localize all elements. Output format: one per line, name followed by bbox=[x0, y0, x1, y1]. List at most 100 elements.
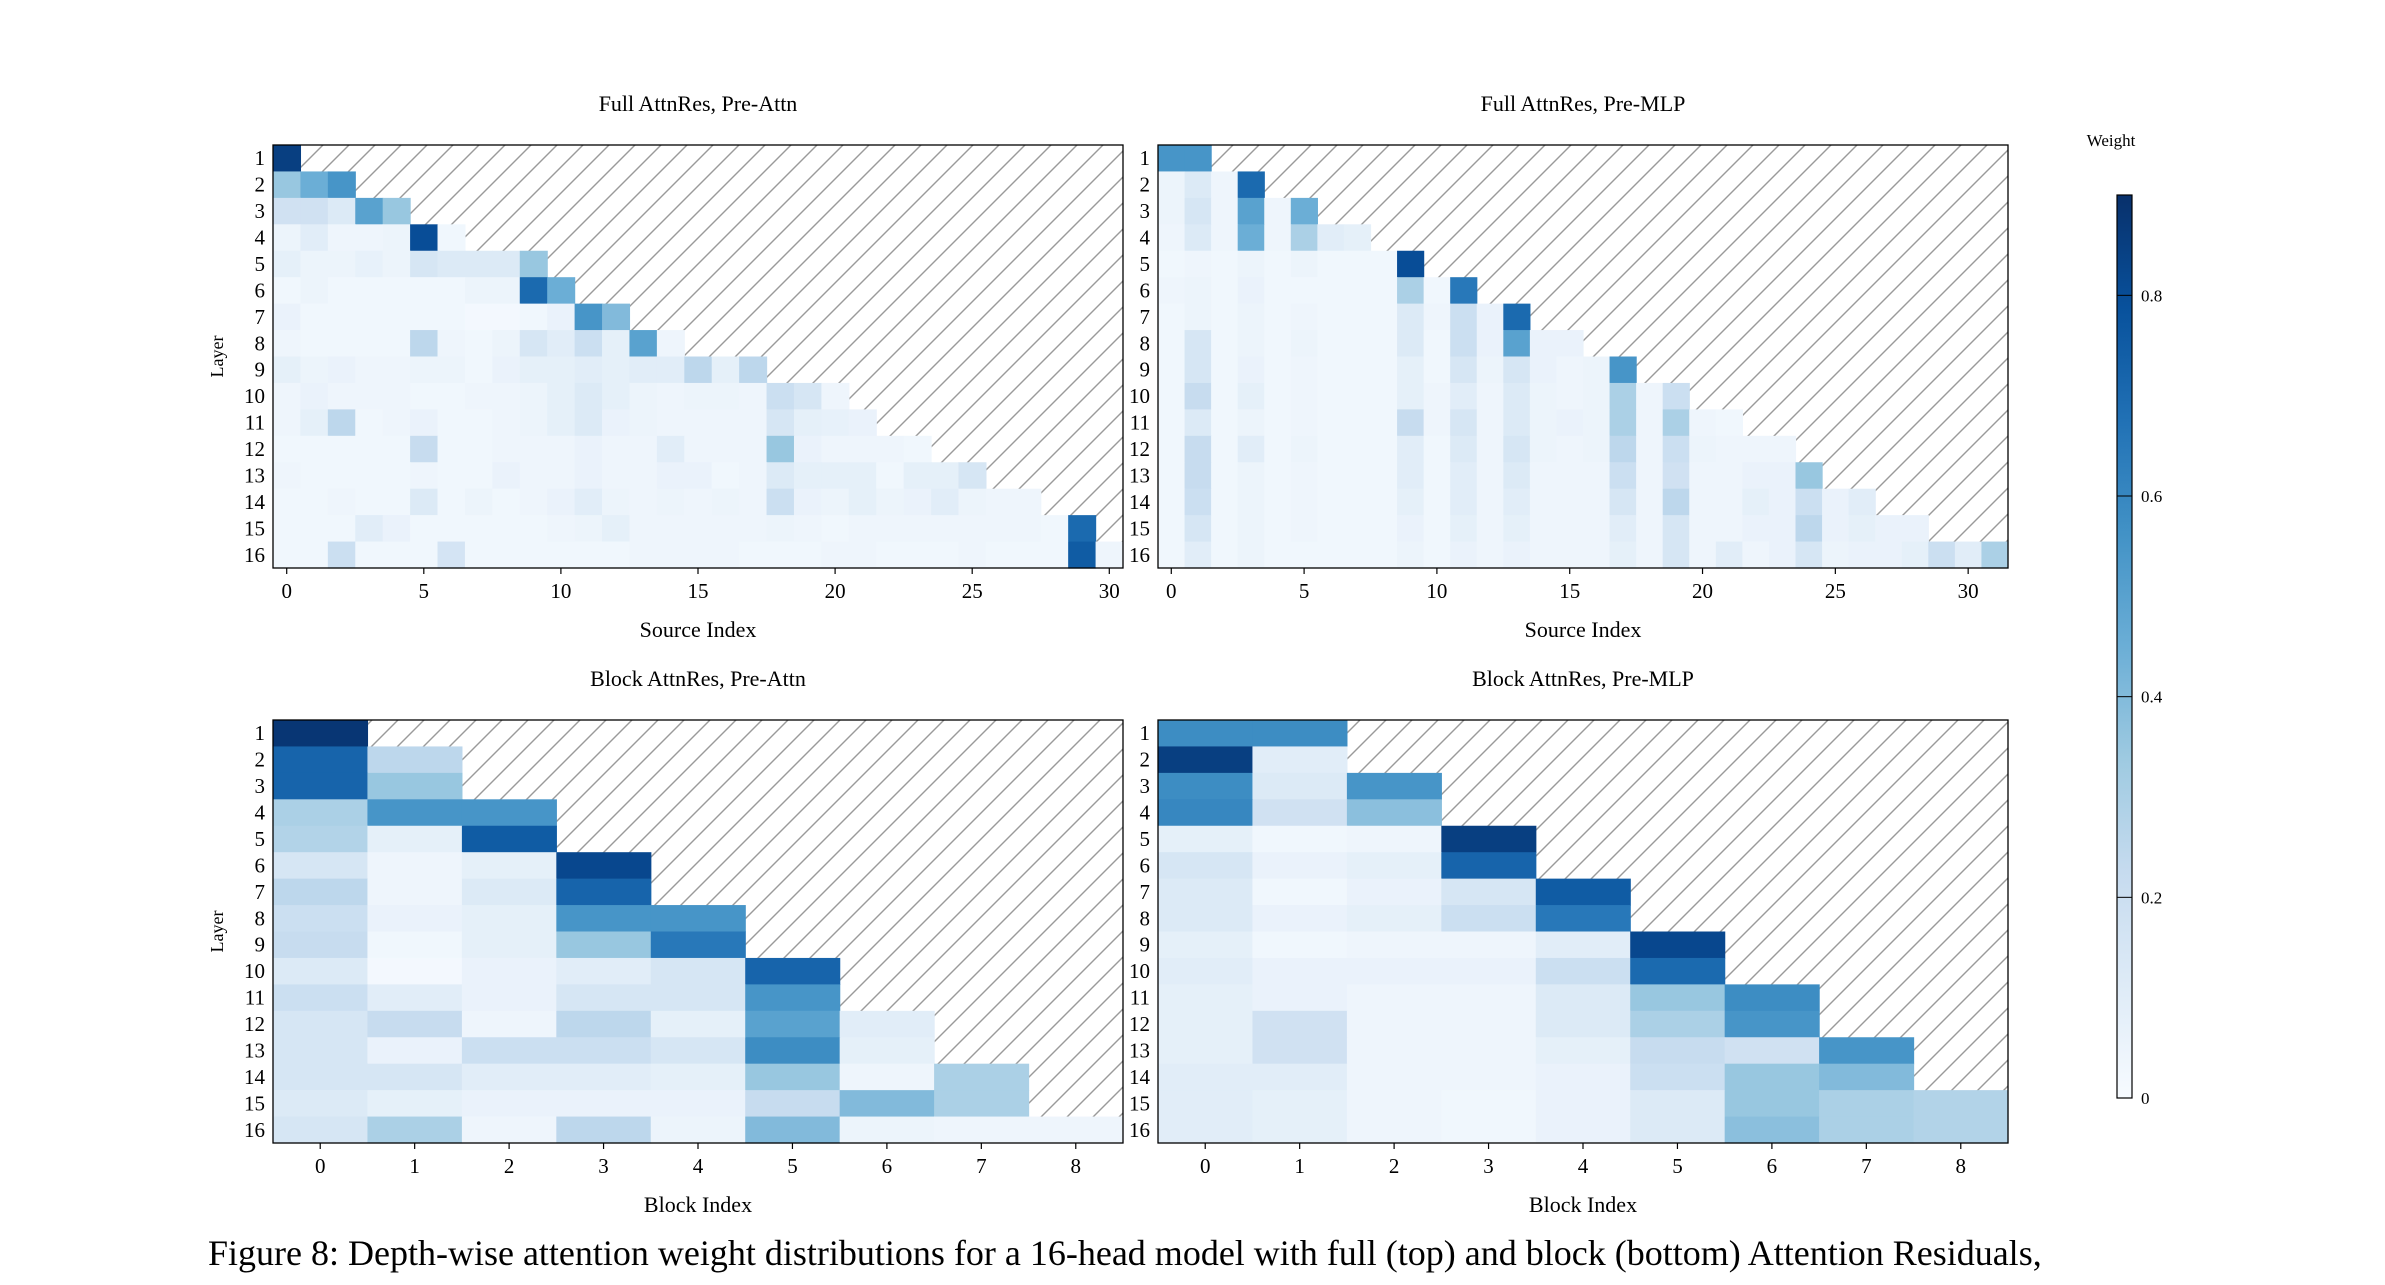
y-tick-label: 6 bbox=[1140, 853, 1151, 877]
heatmap-cell bbox=[1264, 197, 1292, 225]
heatmap-cell bbox=[492, 303, 521, 331]
heatmap-cell bbox=[519, 515, 548, 543]
heatmap-cell bbox=[574, 515, 603, 543]
heatmap-cell bbox=[1158, 171, 1186, 199]
heatmap-cell bbox=[1211, 171, 1239, 199]
heatmap-cell bbox=[574, 435, 603, 463]
heatmap-cell bbox=[367, 799, 463, 827]
heatmap-cell bbox=[1503, 409, 1531, 437]
x-tick-label: 2 bbox=[504, 1154, 515, 1178]
heatmap-cell bbox=[1158, 1037, 1254, 1065]
heatmap-cell bbox=[1901, 515, 1929, 543]
heatmap-cell bbox=[1370, 250, 1398, 278]
x-tick-label: 5 bbox=[1672, 1154, 1683, 1178]
heatmap-cell bbox=[1290, 277, 1318, 305]
heatmap-cell bbox=[355, 462, 384, 490]
y-tick-label: 7 bbox=[1140, 305, 1151, 329]
heatmap-cell bbox=[793, 382, 822, 410]
panel-title: Full AttnRes, Pre-Attn bbox=[599, 91, 798, 116]
heatmap-cell bbox=[650, 931, 746, 959]
x-tick-label: 7 bbox=[976, 1154, 987, 1178]
heatmap-cell bbox=[1441, 825, 1537, 853]
heatmap-cell bbox=[1724, 1063, 1820, 1091]
heatmap-cell bbox=[1441, 878, 1537, 906]
heatmap-cell bbox=[1450, 409, 1478, 437]
heatmap-cell bbox=[1237, 171, 1265, 199]
heatmap-cell bbox=[1158, 224, 1186, 252]
heatmap-cell bbox=[382, 356, 411, 384]
heatmap-cell bbox=[1237, 382, 1265, 410]
y-tick-label: 13 bbox=[1129, 1038, 1150, 1062]
heatmap-cell bbox=[1423, 277, 1451, 305]
heatmap-cell bbox=[1370, 356, 1398, 384]
heatmap-cell bbox=[876, 541, 905, 569]
heatmap-cell bbox=[739, 462, 768, 490]
heatmap-cell bbox=[1529, 435, 1558, 463]
heatmap-cell bbox=[300, 303, 329, 331]
y-tick-label: 1 bbox=[255, 146, 266, 170]
heatmap-cell bbox=[1040, 515, 1069, 543]
heatmap-cell bbox=[410, 330, 439, 358]
heatmap-cell bbox=[1630, 931, 1726, 959]
heatmap-cell bbox=[650, 905, 746, 933]
heatmap-cell bbox=[1529, 356, 1558, 384]
heatmap-cell bbox=[629, 515, 658, 543]
x-tick-label: 0 bbox=[1200, 1154, 1211, 1178]
heatmap-cell bbox=[1252, 878, 1348, 906]
heatmap-cell bbox=[1346, 1037, 1442, 1065]
heatmap-cell bbox=[1768, 515, 1797, 543]
heatmap-cell bbox=[1556, 462, 1584, 490]
y-tick-label: 8 bbox=[255, 906, 266, 930]
heatmap-cell bbox=[437, 435, 466, 463]
y-tick-label: 3 bbox=[255, 199, 266, 223]
x-tick-label: 1 bbox=[1294, 1154, 1305, 1178]
heatmap-cell bbox=[1343, 541, 1372, 569]
heatmap-cell bbox=[273, 1010, 369, 1038]
x-tick-label: 4 bbox=[1578, 1154, 1589, 1178]
heatmap-cell bbox=[1252, 799, 1348, 827]
heatmap-cell bbox=[327, 435, 356, 463]
heatmap-cell bbox=[382, 409, 411, 437]
heatmap-cell bbox=[556, 984, 652, 1012]
heatmap-cell bbox=[1184, 515, 1212, 543]
heatmap-cell bbox=[382, 435, 411, 463]
heatmap-cell bbox=[1630, 1063, 1726, 1091]
heatmap-cell bbox=[1913, 1090, 2009, 1118]
heatmap-cell bbox=[985, 515, 1014, 543]
heatmap-cell bbox=[1158, 746, 1254, 774]
heatmap-cell bbox=[1211, 515, 1239, 543]
heatmap-cell bbox=[519, 303, 548, 331]
heatmap-cell bbox=[1211, 303, 1239, 331]
heatmap-cell bbox=[793, 409, 822, 437]
heatmap-cell bbox=[739, 409, 768, 437]
heatmap-cell bbox=[650, 1090, 746, 1118]
heatmap-cell bbox=[273, 1063, 369, 1091]
y-tick-label: 2 bbox=[1140, 748, 1151, 772]
heatmap-cell bbox=[739, 541, 768, 569]
y-axis-label: Layer bbox=[207, 911, 227, 953]
heatmap-cell bbox=[464, 330, 493, 358]
y-tick-label: 12 bbox=[1129, 437, 1150, 461]
heatmap-cell bbox=[1184, 356, 1212, 384]
heatmap-cell bbox=[437, 250, 466, 278]
heatmap-cell bbox=[1954, 541, 1983, 569]
heatmap-cell bbox=[745, 957, 841, 985]
heatmap-cell bbox=[1346, 931, 1442, 959]
heatmap-cell bbox=[931, 515, 960, 543]
heatmap-cell bbox=[629, 435, 658, 463]
heatmap-cell bbox=[464, 462, 493, 490]
heatmap-cell bbox=[1237, 409, 1265, 437]
heatmap-cell bbox=[273, 931, 369, 959]
y-tick-label: 11 bbox=[1130, 411, 1150, 435]
heatmap-cell bbox=[684, 488, 713, 516]
heatmap-cell bbox=[464, 409, 493, 437]
colorbar-tick-label: 0 bbox=[2141, 1089, 2150, 1108]
y-tick-label: 2 bbox=[255, 748, 266, 772]
heatmap-cell bbox=[1211, 409, 1239, 437]
heatmap-cell bbox=[1317, 356, 1345, 384]
heatmap-cell bbox=[1252, 1063, 1348, 1091]
heatmap-cell bbox=[1158, 799, 1254, 827]
heatmap-cell bbox=[1158, 356, 1186, 384]
heatmap-cell bbox=[1370, 515, 1398, 543]
heatmap-cell bbox=[1724, 1037, 1820, 1065]
